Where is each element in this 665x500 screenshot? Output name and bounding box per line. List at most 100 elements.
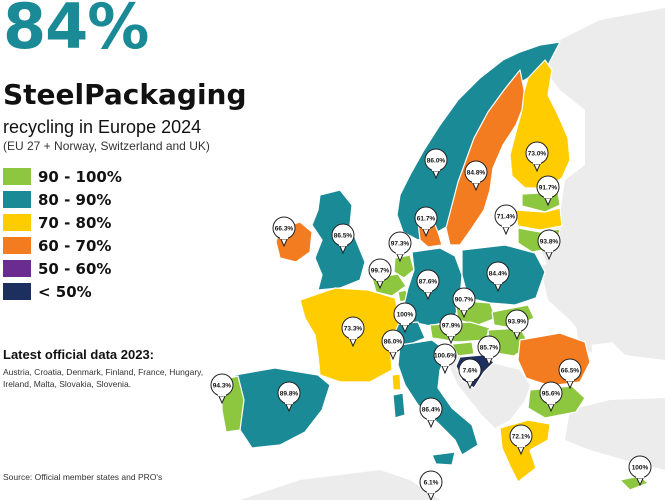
value-marker-lithuania: 93.8% bbox=[537, 229, 561, 261]
value-marker-bulgaria: 95.6% bbox=[539, 381, 563, 413]
country-sicily bbox=[431, 451, 456, 466]
land-turkey bbox=[565, 398, 665, 470]
legend-label: 90 - 100% bbox=[38, 167, 122, 186]
legend: 90 - 100% 80 - 90% 70 - 80% 60 - 70% 50 … bbox=[3, 165, 122, 303]
value-marker-latvia: 71.4% bbox=[494, 204, 518, 236]
legend-item: 50 - 60% bbox=[3, 257, 122, 280]
value-marker-spain: 89.8% bbox=[277, 381, 301, 413]
value-marker-belgium: 99.7% bbox=[368, 258, 392, 290]
marker-value: 91.7% bbox=[539, 185, 558, 192]
marker-value: 85.7% bbox=[480, 345, 499, 352]
marker-joint bbox=[466, 377, 474, 381]
marker-joint bbox=[389, 348, 397, 352]
country-netherlands bbox=[393, 254, 415, 279]
marker-value: 97.9% bbox=[442, 323, 461, 330]
legend-label: 60 - 70% bbox=[38, 236, 112, 255]
marker-joint bbox=[422, 225, 430, 229]
marker-value: 61.7% bbox=[417, 216, 436, 223]
legend-label: 70 - 80% bbox=[38, 213, 112, 232]
value-marker-austria: 97.9% bbox=[439, 313, 463, 345]
marker-value: 72.1% bbox=[512, 434, 531, 441]
marker-value: 84.8% bbox=[467, 170, 486, 177]
marker-value: 86.5% bbox=[334, 233, 353, 240]
country-sweden bbox=[445, 69, 527, 246]
value-marker-czechia: 90.7% bbox=[452, 287, 476, 319]
marker-value: 71.4% bbox=[497, 214, 516, 221]
marker-joint bbox=[349, 335, 357, 339]
marker-joint bbox=[441, 362, 449, 366]
marker-value: 100% bbox=[632, 465, 649, 472]
value-marker-italy: 86.4% bbox=[419, 397, 443, 429]
marker-joint bbox=[517, 443, 525, 447]
headline-subtitle: recycling in Europe 2024 bbox=[3, 117, 202, 137]
marker-joint bbox=[636, 474, 644, 478]
headline-title: SteelPackaging bbox=[3, 78, 247, 111]
land-ukraine bbox=[540, 260, 640, 345]
value-marker-germany: 87.6% bbox=[416, 269, 440, 301]
land-russia-east bbox=[515, 8, 665, 360]
value-marker-finland: 73.0% bbox=[525, 141, 549, 173]
legend-item: 80 - 90% bbox=[3, 188, 122, 211]
marker-value: 100.6% bbox=[434, 353, 456, 360]
value-marker-malta: 6.1% bbox=[419, 470, 443, 500]
marker-value: 97.3% bbox=[391, 241, 410, 248]
marker-value: 6.1% bbox=[424, 480, 439, 487]
legend-swatch bbox=[3, 191, 31, 208]
headline-percent: 84% bbox=[3, 0, 149, 63]
marker-value: 7.6% bbox=[463, 368, 478, 375]
value-marker-netherlands: 97.3% bbox=[388, 231, 412, 263]
marker-value: 66.3% bbox=[275, 226, 294, 233]
country-spain bbox=[234, 367, 331, 449]
marker-value: 94.3% bbox=[213, 383, 232, 390]
value-marker-norway: 86.0% bbox=[424, 148, 448, 180]
value-marker-croatia: 7.6% bbox=[458, 358, 482, 390]
marker-joint bbox=[432, 167, 440, 171]
marker-value: 93.8% bbox=[540, 239, 559, 246]
country-sardinia bbox=[392, 392, 406, 419]
value-marker-portugal: 94.3% bbox=[210, 373, 234, 405]
marker-joint bbox=[533, 160, 541, 164]
value-marker-luxembourg: 100% bbox=[393, 302, 417, 334]
source-note: Source: Official member states and PRO's bbox=[3, 472, 163, 482]
value-marker-romania: 66.5% bbox=[558, 358, 582, 390]
marker-joint bbox=[547, 400, 555, 404]
marker-value: 100% bbox=[397, 312, 414, 319]
value-marker-hungary: 85.7% bbox=[477, 335, 501, 367]
marker-joint bbox=[285, 400, 293, 404]
land-north-africa bbox=[240, 470, 440, 500]
value-marker-united-kingdom: 86.5% bbox=[331, 223, 355, 255]
marker-value: 93.9% bbox=[508, 319, 527, 326]
marker-joint bbox=[218, 392, 226, 396]
legend-item: 60 - 70% bbox=[3, 234, 122, 257]
marker-value: 86.0% bbox=[427, 158, 446, 165]
marker-joint bbox=[424, 288, 432, 292]
marker-value: 86.4% bbox=[422, 407, 441, 414]
marker-joint bbox=[447, 332, 455, 336]
marker-joint bbox=[401, 321, 409, 325]
marker-value: 90.7% bbox=[455, 297, 474, 304]
marker-joint bbox=[494, 280, 502, 284]
marker-joint bbox=[427, 416, 435, 420]
latest-countries: Austria, Croatia, Denmark, Finland, Fran… bbox=[3, 367, 204, 389]
marker-joint bbox=[472, 179, 480, 183]
marker-value: 73.3% bbox=[344, 326, 363, 333]
legend-swatch bbox=[3, 168, 31, 185]
value-marker-cyprus: 100% bbox=[628, 455, 652, 487]
value-marker-slovenia: 100.6% bbox=[433, 343, 457, 375]
latest-heading: Latest official data 2023: bbox=[3, 347, 154, 362]
country-corsica bbox=[391, 373, 402, 391]
country-latvia bbox=[514, 207, 563, 231]
value-markers: 66.3% 86.5% 86.0% 84.8% 73.0% 91.7% 71.4% 93.8%… bbox=[210, 141, 652, 500]
marker-value: 99.7% bbox=[371, 268, 390, 275]
value-marker-estonia: 91.7% bbox=[536, 175, 560, 207]
non-member-land bbox=[240, 8, 665, 500]
legend-swatch bbox=[3, 283, 31, 300]
marker-joint bbox=[544, 194, 552, 198]
legend-label: < 50% bbox=[38, 282, 92, 301]
marker-joint bbox=[280, 235, 288, 239]
legend-item: 70 - 80% bbox=[3, 211, 122, 234]
legend-swatch bbox=[3, 260, 31, 277]
country-romania bbox=[517, 332, 591, 387]
